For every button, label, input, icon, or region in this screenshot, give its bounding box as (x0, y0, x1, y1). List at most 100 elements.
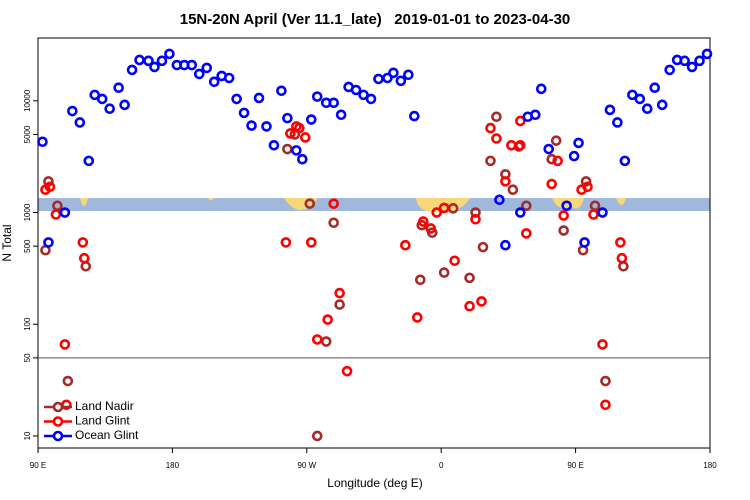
point (521, 228, 532, 239)
point (365, 93, 377, 105)
point (694, 55, 705, 67)
point (358, 89, 369, 101)
point (568, 150, 580, 162)
point (600, 399, 611, 411)
point (464, 272, 475, 284)
point (494, 194, 505, 206)
x-tick-label: 90 E (567, 461, 583, 470)
legend-label: Ocean Glint (75, 428, 139, 442)
point (476, 296, 487, 307)
x-tick-label: 90 E (30, 461, 46, 470)
point (59, 339, 71, 350)
point (506, 139, 517, 151)
point (322, 314, 334, 325)
point (223, 72, 235, 84)
point (521, 200, 532, 212)
point (80, 261, 92, 272)
point (582, 181, 593, 193)
y-tick-label: 10000 (23, 89, 32, 112)
y-tick-label: 100 (23, 317, 32, 331)
point (515, 207, 526, 218)
series (37, 48, 713, 251)
point (96, 93, 108, 105)
point (156, 55, 168, 67)
point (438, 202, 450, 214)
point (546, 178, 558, 190)
point (83, 155, 95, 167)
legend-marker (52, 430, 64, 442)
series (40, 115, 628, 411)
point (388, 67, 399, 79)
point (334, 299, 345, 310)
point (208, 76, 220, 88)
point (294, 122, 305, 134)
point (186, 59, 198, 71)
point (403, 69, 414, 81)
point (425, 223, 437, 234)
point (285, 128, 296, 139)
point (409, 110, 420, 122)
point (280, 237, 292, 248)
point (552, 155, 563, 167)
y-tick-label: 500 (23, 239, 32, 253)
point (43, 237, 54, 248)
legend-marker (52, 401, 64, 413)
series (40, 111, 629, 442)
point (311, 91, 323, 102)
point (615, 237, 626, 248)
point (649, 82, 661, 94)
y-axis-label: N Total (0, 224, 14, 261)
point (579, 237, 590, 248)
point (126, 64, 138, 76)
point (246, 120, 257, 131)
point (282, 143, 293, 155)
point (373, 73, 384, 85)
point (664, 64, 675, 76)
point (529, 109, 541, 121)
point (686, 61, 698, 73)
point (334, 287, 345, 299)
point (641, 103, 653, 114)
point (382, 72, 393, 84)
point (89, 89, 101, 101)
map-strip (38, 198, 710, 213)
point (597, 339, 608, 350)
point (238, 107, 250, 119)
x-tick-label: 180 (166, 461, 180, 470)
y-tick-label: 50 (23, 353, 32, 362)
x-tick-label: 90 W (297, 461, 316, 470)
point (149, 61, 160, 73)
x-tick-label: 0 (439, 461, 444, 470)
point (305, 114, 317, 125)
point (535, 83, 547, 95)
point (491, 133, 502, 144)
point (449, 255, 460, 267)
point (328, 217, 339, 229)
point (612, 117, 623, 128)
point (580, 176, 592, 187)
point (604, 104, 616, 116)
point (470, 213, 481, 225)
point (619, 155, 631, 167)
point (311, 430, 323, 442)
point (634, 93, 646, 105)
point (500, 239, 511, 251)
point (597, 207, 608, 218)
point (282, 112, 293, 124)
legend-label: Land Nadir (75, 399, 134, 413)
point (143, 55, 154, 67)
point (305, 237, 317, 248)
y-tick-label: 1000 (23, 203, 32, 221)
point (276, 85, 287, 97)
point (67, 105, 78, 117)
y-tick-label: 10 (23, 431, 32, 440)
point (50, 209, 62, 220)
legend-marker (52, 416, 64, 427)
point (311, 334, 323, 345)
point (297, 153, 308, 165)
point (543, 143, 555, 155)
y-tick-label: 5000 (23, 125, 32, 143)
point (558, 210, 569, 221)
point (78, 252, 90, 264)
